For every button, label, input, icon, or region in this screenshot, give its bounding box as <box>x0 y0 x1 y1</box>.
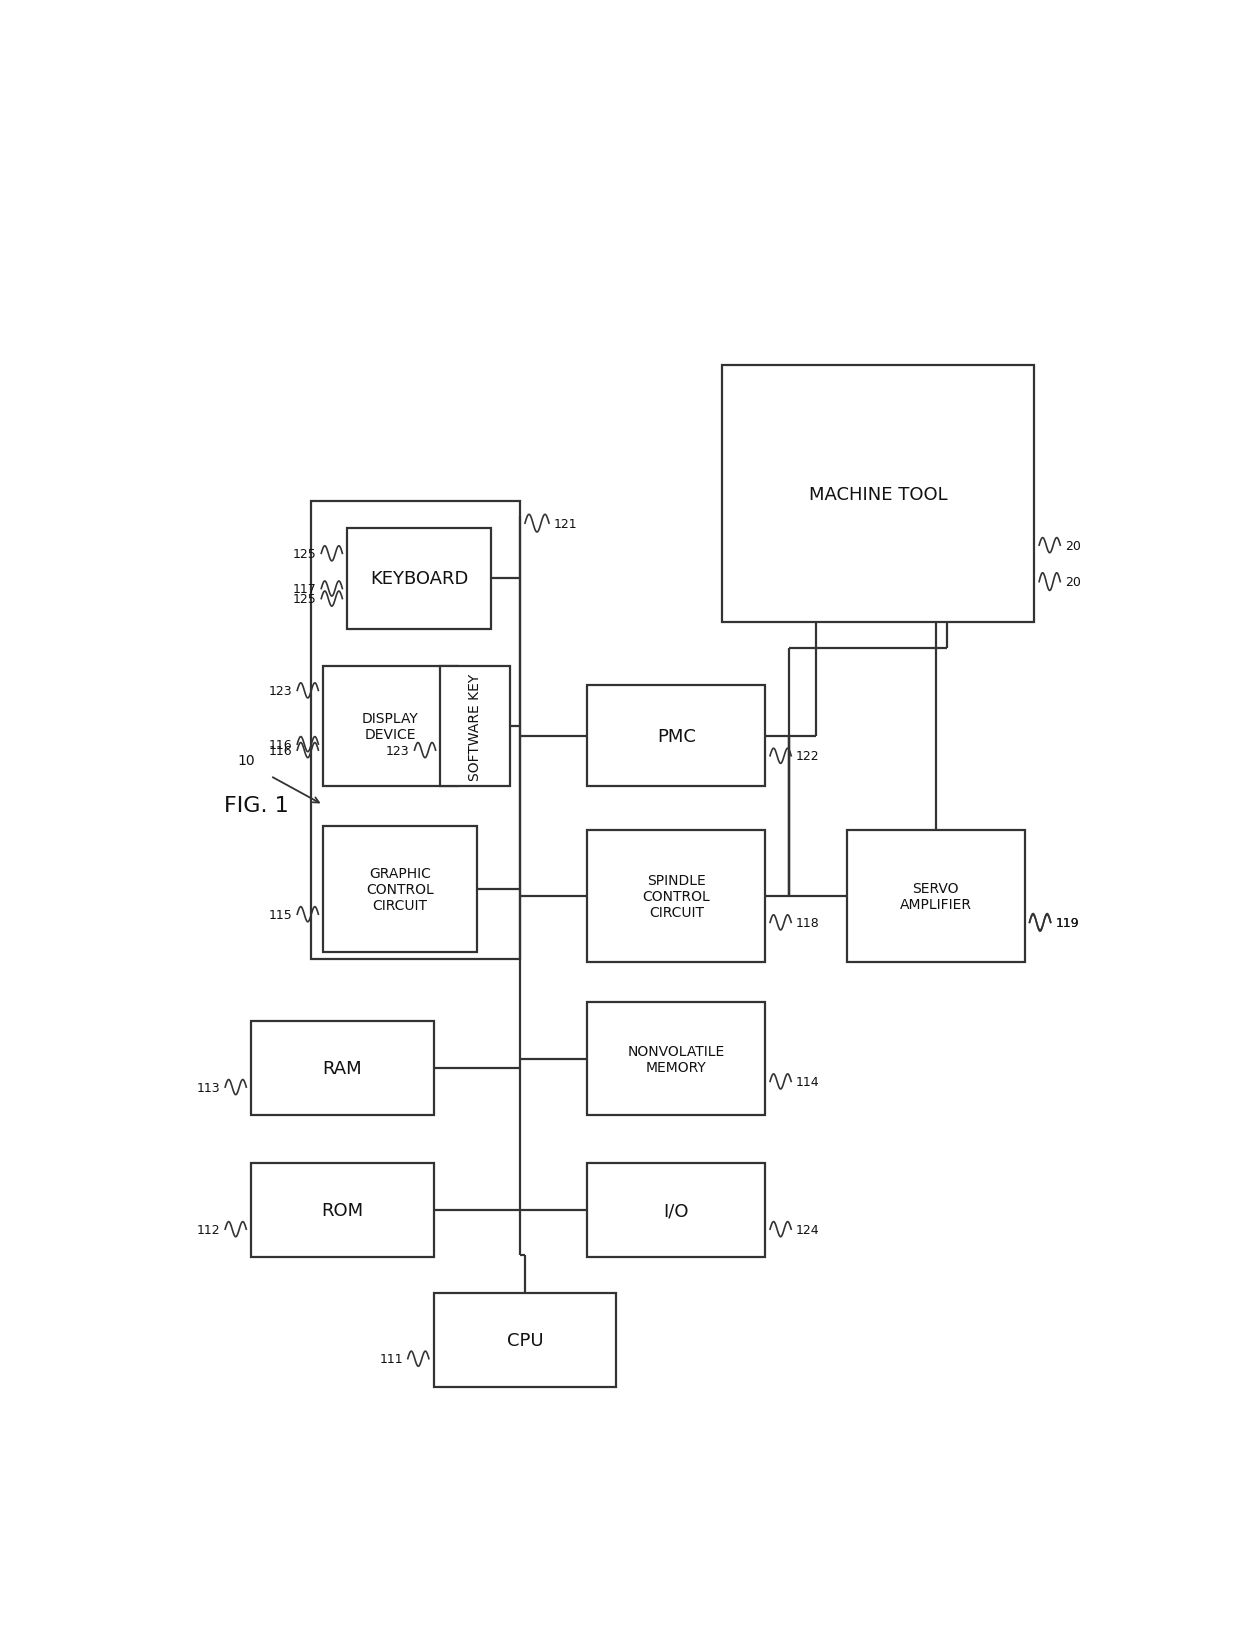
Text: 114: 114 <box>796 1075 820 1089</box>
FancyBboxPatch shape <box>324 827 477 953</box>
Text: 123: 123 <box>386 744 409 757</box>
Text: 111: 111 <box>379 1353 403 1366</box>
Text: RAM: RAM <box>322 1059 362 1077</box>
Text: 125: 125 <box>293 592 316 605</box>
FancyBboxPatch shape <box>324 667 458 787</box>
Text: 112: 112 <box>197 1222 221 1235</box>
Text: SERVO
AMPLIFIER: SERVO AMPLIFIER <box>900 881 972 912</box>
Text: 121: 121 <box>554 517 578 530</box>
Text: 118: 118 <box>796 916 820 929</box>
Text: DISPLAY
DEVICE: DISPLAY DEVICE <box>362 712 419 743</box>
Text: NONVOLATILE
MEMORY: NONVOLATILE MEMORY <box>627 1044 725 1074</box>
Text: 10: 10 <box>238 754 255 767</box>
Text: 116: 116 <box>269 744 293 757</box>
Text: 125: 125 <box>293 547 316 560</box>
Text: PMC: PMC <box>657 728 696 746</box>
FancyBboxPatch shape <box>250 1022 434 1116</box>
Text: 20: 20 <box>1065 576 1081 589</box>
Text: SOFTWARE KEY: SOFTWARE KEY <box>467 672 482 780</box>
FancyBboxPatch shape <box>722 366 1034 623</box>
FancyBboxPatch shape <box>440 667 510 787</box>
Text: I/O: I/O <box>663 1201 689 1219</box>
Text: ROM: ROM <box>321 1201 363 1219</box>
FancyBboxPatch shape <box>588 685 765 787</box>
FancyBboxPatch shape <box>588 831 765 963</box>
Text: 20: 20 <box>1065 539 1081 552</box>
FancyBboxPatch shape <box>588 1002 765 1116</box>
Text: 115: 115 <box>269 907 293 920</box>
Text: KEYBOARD: KEYBOARD <box>370 570 469 588</box>
Text: 116: 116 <box>269 738 293 751</box>
Text: CPU: CPU <box>507 1332 543 1350</box>
Text: 113: 113 <box>197 1080 221 1093</box>
Text: 123: 123 <box>269 684 293 697</box>
FancyBboxPatch shape <box>588 1164 765 1258</box>
FancyBboxPatch shape <box>311 501 521 960</box>
Text: 124: 124 <box>796 1222 820 1235</box>
FancyBboxPatch shape <box>847 831 1024 963</box>
Text: 119: 119 <box>1055 916 1079 929</box>
Text: 117: 117 <box>293 583 316 596</box>
Text: SPINDLE
CONTROL
CIRCUIT: SPINDLE CONTROL CIRCUIT <box>642 873 711 919</box>
Text: GRAPHIC
CONTROL
CIRCUIT: GRAPHIC CONTROL CIRCUIT <box>366 867 434 912</box>
Text: 119: 119 <box>1055 916 1079 929</box>
Text: FIG. 1: FIG. 1 <box>224 795 289 816</box>
FancyBboxPatch shape <box>347 529 491 630</box>
FancyBboxPatch shape <box>434 1293 616 1387</box>
FancyBboxPatch shape <box>250 1164 434 1258</box>
Text: 122: 122 <box>796 749 820 762</box>
Text: MACHINE TOOL: MACHINE TOOL <box>808 485 947 503</box>
